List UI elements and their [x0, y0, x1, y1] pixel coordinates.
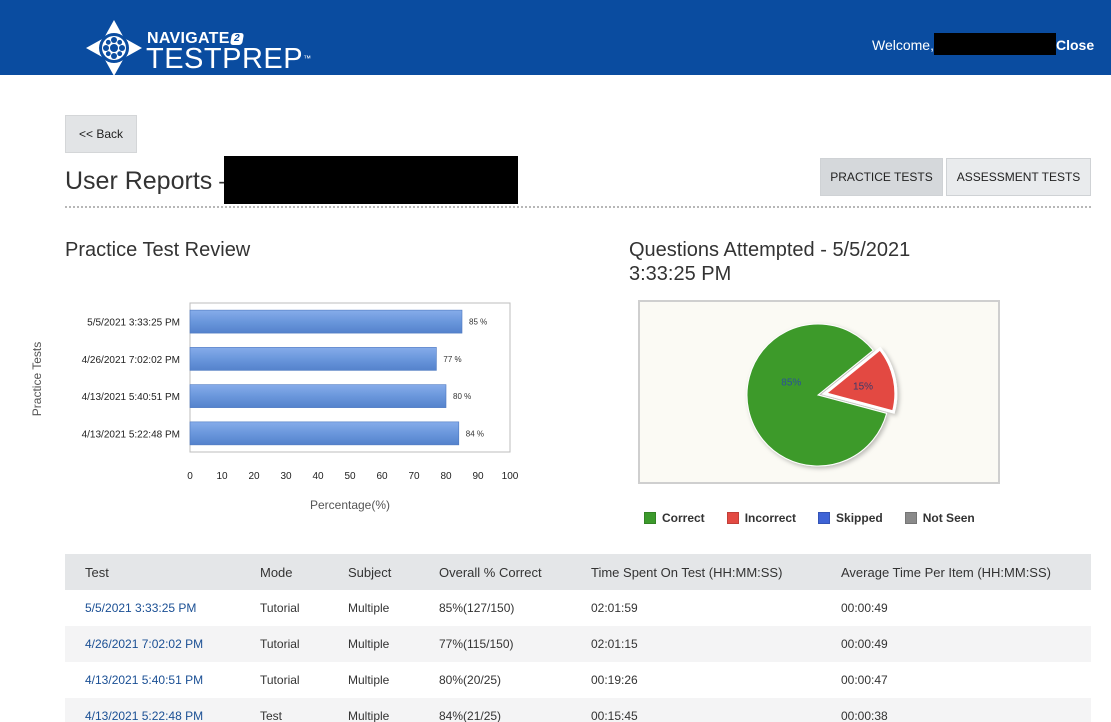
column-header-overall-correct[interactable]: Overall % Correct: [439, 554, 591, 590]
average-time-cell: 00:00:47: [841, 673, 888, 687]
page-title: User Reports –: [65, 167, 234, 195]
bar-2: [189, 384, 447, 408]
column-header-subject[interactable]: Subject: [348, 554, 439, 590]
bar-value-label: 77 %: [443, 355, 461, 364]
subject-cell: Multiple: [348, 673, 390, 687]
subject-cell: Multiple: [348, 626, 439, 662]
test-link[interactable]: 4/13/2021 5:40:51 PM: [85, 673, 204, 687]
redacted-user-name: [224, 156, 518, 204]
column-header-time-spent[interactable]: Time Spent On Test (HH:MM:SS): [591, 554, 841, 590]
test-link[interactable]: 4/13/2021 5:22:48 PM: [85, 709, 204, 722]
pie-slice-label: 15%: [853, 381, 873, 392]
pie-slice-label: 85%: [781, 377, 801, 388]
brand-name-main: TESTPREP™: [146, 44, 312, 74]
brand-navigate-text: NAVIGATE: [147, 30, 230, 47]
overall-correct-cell: 80%(20/25): [439, 673, 502, 687]
legend-item-skipped: Skipped: [818, 511, 883, 525]
x-tick-label: 10: [216, 471, 228, 482]
column-header-mode[interactable]: Mode: [260, 554, 348, 590]
compass-logo-icon: [86, 20, 142, 76]
top-navigation-bar: NAVIGATE 2 TESTPREP™ Welcome, Close: [0, 0, 1111, 76]
overall-correct-cell: 84%(21/25): [439, 698, 591, 722]
bar-3: [189, 421, 460, 446]
x-tick-label: 90: [472, 471, 484, 482]
test-link[interactable]: 5/5/2021 3:33:25 PM: [85, 601, 197, 615]
tab-assessment-tests[interactable]: ASSESSMENT TESTS: [946, 158, 1091, 196]
close-link[interactable]: Close: [1056, 37, 1095, 53]
x-tick-label: 0: [187, 471, 193, 482]
mode-cell: Test: [260, 698, 348, 722]
x-tick-label: 70: [408, 471, 420, 482]
bar-category-label: 4/26/2021 7:02:02 PM: [82, 355, 180, 366]
x-axis-label: Percentage(%): [310, 498, 390, 512]
pie-slice-correct: [746, 323, 888, 467]
subject-cell: Multiple: [348, 601, 390, 615]
brand-name-top: NAVIGATE 2: [147, 30, 244, 48]
bar-value-label: 84 %: [466, 429, 484, 438]
legend-label: Skipped: [836, 511, 883, 525]
bar-value-label: 85 %: [469, 318, 487, 327]
test-link[interactable]: 4/26/2021 7:02:02 PM: [85, 637, 204, 651]
pie-slice-incorrect: [821, 346, 898, 414]
column-header-average-time[interactable]: Average Time Per Item (HH:MM:SS): [841, 554, 1091, 590]
column-header-test[interactable]: Test: [65, 554, 260, 590]
bar-category-label: 4/13/2021 5:40:51 PM: [82, 392, 180, 403]
legend-item-incorrect: Incorrect: [726, 511, 797, 525]
x-tick-label: 20: [248, 471, 260, 482]
questions-attempted-title: Questions Attempted - 5/5/2021 3:33:25 P…: [629, 239, 911, 285]
practice-test-bar-chart: 85 % 5/5/2021 3:33:25 PM 77 % 4/26/2021 7:0…: [30, 302, 519, 512]
time-spent-cell: 02:01:59: [591, 601, 638, 615]
bar-category-label: 5/5/2021 3:33:25 PM: [87, 318, 180, 329]
practice-test-review-title: Practice Test Review: [65, 239, 251, 261]
time-spent-cell: 00:15:45: [591, 698, 841, 722]
legend-label: Not Seen: [922, 511, 975, 525]
x-tick-label: 100: [502, 471, 519, 482]
x-tick-label: 30: [280, 471, 292, 482]
legend-swatch: [904, 512, 917, 524]
overall-correct-cell: 77%(115/150): [439, 626, 591, 662]
questions-pie-chart: 85% 15%: [746, 323, 898, 467]
time-spent-cell: 00:19:26: [591, 673, 638, 687]
brand-testprep-text: TESTPREP: [146, 43, 304, 75]
bar-1: [189, 347, 437, 371]
subject-cell: Multiple: [348, 698, 439, 722]
legend-swatch: [726, 512, 739, 524]
table-header-row: Test Mode Subject Overall % Correct Time…: [65, 554, 1091, 590]
table-row: 4/13/2021 5:22:48 PM Test Multiple 84%(2…: [65, 698, 1091, 722]
y-axis-label: Practice Tests: [30, 342, 44, 416]
back-button[interactable]: << Back: [65, 115, 137, 153]
x-tick-label: 80: [440, 471, 452, 482]
legend-swatch: [644, 512, 656, 524]
x-tick-label: 50: [344, 471, 356, 482]
mode-cell: Tutorial: [260, 601, 300, 615]
legend-label: Incorrect: [744, 511, 797, 525]
trademark-symbol: ™: [303, 54, 312, 63]
title-divider: [65, 206, 1091, 208]
pie-chart-panel: 85% 15%: [638, 300, 1000, 484]
average-time-cell: 00:00:49: [841, 601, 888, 615]
table-row: 4/13/2021 5:40:51 PM Tutorial Multiple 8…: [65, 662, 1091, 698]
legend-item-not-seen: Not Seen: [904, 511, 975, 525]
bar-category-label: 4/13/2021 5:22:48 PM: [82, 429, 180, 440]
average-time-cell: 00:00:49: [841, 626, 1091, 662]
welcome-text: Welcome,: [872, 37, 934, 53]
practice-tests-table: Test Mode Subject Overall % Correct Time…: [65, 554, 1091, 722]
bar-0: [189, 309, 463, 334]
tab-practice-tests[interactable]: PRACTICE TESTS: [820, 158, 943, 196]
mode-cell: Tutorial: [260, 626, 348, 662]
legend-swatch: [818, 512, 831, 524]
table-row: 4/26/2021 7:02:02 PM Tutorial Multiple 7…: [65, 626, 1091, 662]
legend-item-correct: Correct: [644, 511, 705, 525]
x-tick-label: 40: [312, 471, 324, 482]
time-spent-cell: 02:01:15: [591, 626, 841, 662]
pie-legend: Correct Incorrect Skipped Not Seen: [644, 511, 997, 525]
overall-correct-cell: 85%(127/150): [439, 601, 515, 615]
x-tick-label: 60: [376, 471, 388, 482]
legend-label: Correct: [662, 511, 705, 525]
mode-cell: Tutorial: [260, 673, 300, 687]
redacted-username: [934, 33, 1056, 55]
table-row: 5/5/2021 3:33:25 PM Tutorial Multiple 85…: [65, 590, 1091, 626]
bar-value-label: 80 %: [453, 392, 471, 401]
average-time-cell: 00:00:38: [841, 698, 1091, 722]
